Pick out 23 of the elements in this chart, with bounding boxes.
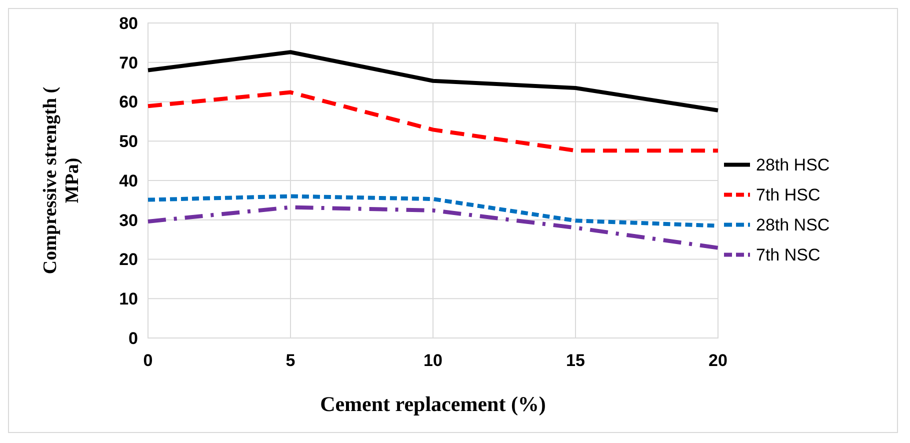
x-tick-label: 20 xyxy=(708,351,728,370)
line-series xyxy=(146,90,720,153)
y-tick-label: 10 xyxy=(119,290,138,309)
y-tick-label: 80 xyxy=(119,14,138,33)
x-tick-label: 5 xyxy=(286,351,296,370)
line-series xyxy=(146,50,720,112)
y-tick-label: 0 xyxy=(128,328,138,348)
line-series xyxy=(146,205,720,250)
y-tick-label: 60 xyxy=(119,92,138,112)
y-tick-label: 30 xyxy=(119,210,138,230)
y-tick-label: 50 xyxy=(119,132,138,152)
y-axis-title: Compressive strength ( MPa) xyxy=(40,86,84,274)
legend-label: 7th HSC xyxy=(756,186,820,205)
legend-label: 28th NSC xyxy=(756,216,830,235)
x-tick-label: 15 xyxy=(566,351,585,370)
y-tick-label: 40 xyxy=(119,171,138,190)
legend-label: 7th NSC xyxy=(756,246,820,265)
legend-label: 28th HSC xyxy=(756,156,830,175)
y-tick-label: 70 xyxy=(119,53,138,72)
x-tick-label: 0 xyxy=(143,351,153,370)
y-tick-label: 20 xyxy=(119,250,138,270)
x-axis-title: Cement replacement (%) xyxy=(320,392,546,416)
x-tick-label: 10 xyxy=(424,351,442,370)
